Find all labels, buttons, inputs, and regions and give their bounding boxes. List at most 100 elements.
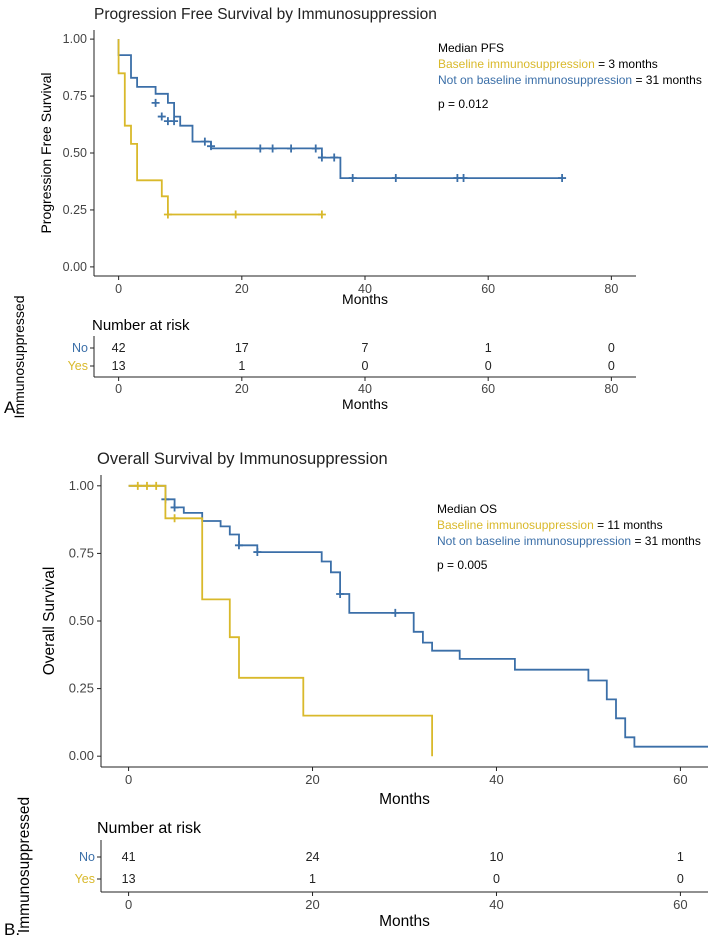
legend-entry-median: = 3 months	[595, 57, 658, 71]
risk-x-tick-label: 60	[673, 897, 687, 912]
x-tick-label: 20	[305, 772, 319, 787]
censor-mark-no	[330, 153, 339, 162]
risk-count: 24	[306, 850, 320, 864]
strata-title: Immunosuppressed	[11, 296, 27, 419]
y-tick-label: 0.75	[63, 89, 87, 103]
legend-entry-label: Not on baseline immunosuppression	[438, 73, 632, 87]
censor-mark-no	[157, 112, 166, 121]
risk-count: 0	[608, 341, 615, 355]
legend-heading: Median OS	[437, 502, 497, 516]
risk-row-label-no: No	[79, 850, 95, 864]
y-tick-label: 0.50	[69, 613, 94, 628]
censor-mark-no	[170, 503, 179, 512]
censor-mark-no	[558, 174, 567, 183]
risk-count: 42	[112, 341, 126, 355]
y-tick-label: 1.00	[63, 32, 87, 46]
risk-count: 7	[362, 341, 369, 355]
survival-curve-yes	[128, 484, 433, 757]
censor-mark-no	[268, 144, 277, 153]
panel-label: A.	[4, 398, 20, 417]
y-tick-label: 0.50	[63, 146, 87, 160]
x-tick-label: 0	[115, 282, 122, 296]
risk-count: 0	[362, 359, 369, 373]
strata-title: Immunosuppressed	[16, 797, 33, 933]
y-tick-label: 0.00	[63, 260, 87, 274]
censor-mark-no	[317, 153, 326, 162]
legend-entry-label: Baseline immunosuppression	[437, 518, 594, 532]
legend-entry-no: Not on baseline immunosuppression = 31 m…	[437, 534, 701, 548]
censor-mark-yes	[133, 481, 142, 490]
risk-x-tick-label: 80	[604, 382, 618, 396]
x-tick-label: 20	[235, 282, 249, 296]
censor-mark-yes	[142, 481, 151, 490]
legend-entry-median: = 11 months	[594, 518, 663, 532]
risk-table-title: Number at risk	[97, 820, 202, 837]
risk-count: 17	[235, 341, 249, 355]
legend-entry-median: = 31 months	[631, 534, 701, 548]
censor-mark-no	[459, 174, 468, 183]
risk-x-tick-label: 40	[489, 897, 503, 912]
censor-mark-no	[170, 117, 179, 126]
x-axis-label: Months	[379, 791, 430, 808]
risk-count: 1	[677, 850, 684, 864]
censor-mark-yes	[231, 210, 240, 219]
censor-mark-no	[200, 137, 209, 146]
risk-row-label-no: No	[72, 341, 88, 355]
risk-count: 0	[677, 872, 684, 886]
risk-count: 0	[493, 872, 500, 886]
risk-count: 13	[122, 872, 136, 886]
censor-mark-yes	[170, 514, 179, 523]
censor-mark-no	[151, 98, 160, 107]
risk-count: 13	[112, 359, 126, 373]
p-value: p = 0.005	[437, 558, 488, 572]
risk-x-tick-label: 0	[115, 382, 122, 396]
risk-count: 41	[122, 850, 136, 864]
risk-count: 1	[485, 341, 492, 355]
y-tick-label: 0.00	[69, 748, 94, 763]
legend-entry-yes: Baseline immunosuppression = 3 months	[438, 57, 658, 71]
panel-a: Progression Free Survival by Immunosuppr…	[4, 6, 702, 418]
censor-mark-no	[348, 174, 357, 183]
panel-label: B.	[4, 920, 20, 937]
survival-curve-no	[128, 484, 708, 748]
legend-entry-label: Not on baseline immunosuppression	[437, 534, 631, 548]
risk-row-label-yes: Yes	[68, 359, 88, 373]
y-axis-label: Overall Survival	[41, 567, 58, 676]
legend-entry-label: Baseline immunosuppression	[438, 57, 595, 71]
censor-mark-no	[391, 608, 400, 617]
x-tick-label: 0	[125, 772, 132, 787]
legend-entry-median: = 31 months	[632, 73, 702, 87]
risk-x-tick-label: 40	[358, 382, 372, 396]
risk-x-axis-label: Months	[342, 396, 388, 412]
legend-entry-yes: Baseline immunosuppression = 11 months	[437, 518, 663, 532]
legend-entry-no: Not on baseline immunosuppression = 31 m…	[438, 73, 702, 87]
y-tick-label: 0.75	[69, 545, 94, 560]
chart-title: Overall Survival by Immunosuppression	[97, 450, 388, 468]
x-tick-label: 80	[604, 282, 618, 296]
risk-x-axis-label: Months	[379, 913, 430, 930]
panel-b: Overall Survival by Immunosuppression 0.0…	[4, 450, 708, 937]
risk-x-tick-label: 20	[235, 382, 249, 396]
risk-table-title: Number at risk	[92, 317, 190, 334]
x-tick-label: 60	[673, 772, 687, 787]
risk-x-tick-label: 60	[481, 382, 495, 396]
censor-mark-no	[234, 541, 243, 550]
censor-mark-no	[336, 589, 345, 598]
x-tick-label: 40	[358, 282, 372, 296]
risk-x-tick-label: 0	[125, 897, 132, 912]
censor-mark-no	[311, 144, 320, 153]
censor-mark-yes	[152, 481, 161, 490]
p-value: p = 0.012	[438, 97, 489, 111]
risk-count: 1	[309, 872, 316, 886]
x-tick-label: 40	[489, 772, 503, 787]
survival-curve-yes	[117, 39, 322, 216]
legend-heading: Median PFS	[438, 41, 504, 55]
censor-mark-yes	[317, 210, 326, 219]
risk-count: 10	[490, 850, 504, 864]
risk-count: 0	[485, 359, 492, 373]
censor-mark-no	[253, 548, 262, 557]
risk-count: 1	[238, 359, 245, 373]
risk-count: 0	[608, 359, 615, 373]
chart-title: Progression Free Survival by Immunosuppr…	[94, 6, 437, 23]
